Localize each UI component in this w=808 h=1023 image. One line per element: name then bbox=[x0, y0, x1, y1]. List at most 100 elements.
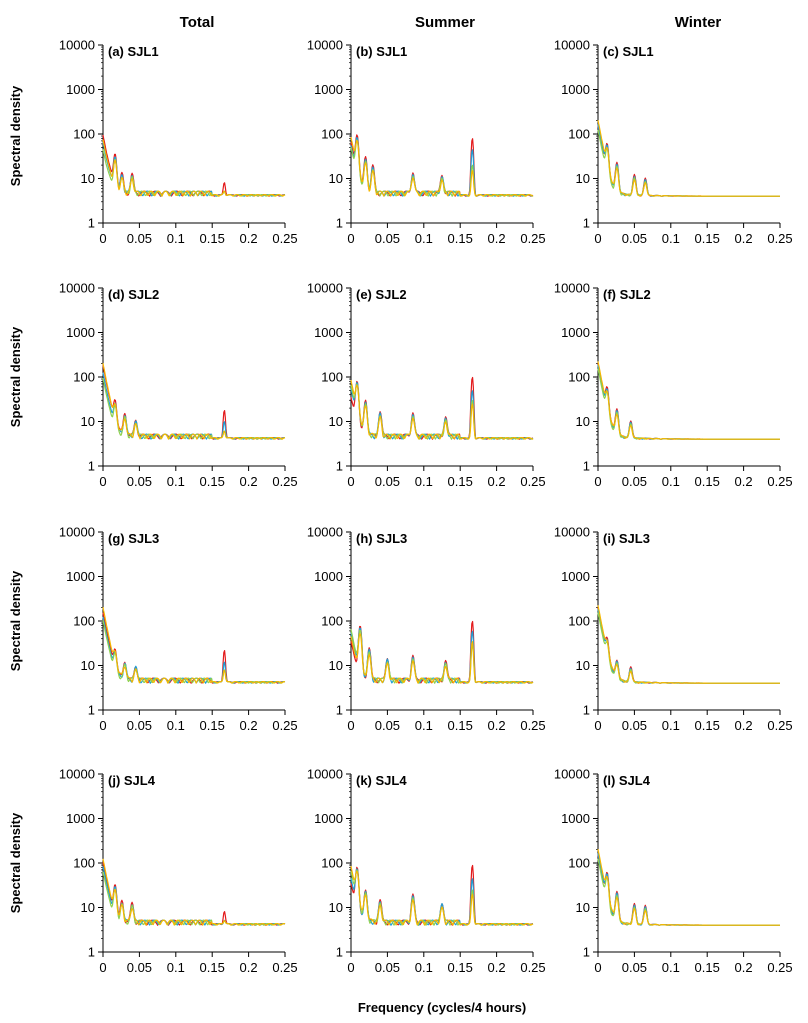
series-line-3 bbox=[350, 139, 534, 197]
series-line-2 bbox=[102, 372, 285, 440]
y-tick-label: 1 bbox=[336, 216, 343, 231]
y-tick-label: 1000 bbox=[561, 569, 590, 584]
y-tick-label: 100 bbox=[73, 614, 95, 629]
series-line-4 bbox=[102, 139, 286, 197]
x-tick-label: 0.1 bbox=[167, 718, 185, 733]
series-line-3 bbox=[597, 368, 780, 440]
y-axis-title: Spectral density bbox=[8, 812, 23, 913]
panel-10: 1 10 100 1000 10000 0 0.05 0.1 0.15 0.2 0.25 (j) SJ… bbox=[59, 767, 298, 976]
panel-6: 1 10 100 1000 10000 0 0.05 0.1 0.15 0.2 0.25 (f) SJ… bbox=[554, 281, 793, 490]
panel-11: 1 10 100 1000 10000 0 0.05 0.1 0.15 0.2 0.25 (k) SJ… bbox=[307, 767, 546, 976]
x-tick-label: 0.2 bbox=[240, 718, 258, 733]
x-tick-label: 0 bbox=[347, 718, 354, 733]
x-tick-label: 0.25 bbox=[272, 231, 297, 246]
panel-2: 1 10 100 1000 10000 0 0.05 0.1 0.15 0.2 0.25 (b) SJ… bbox=[307, 38, 546, 247]
series-line-1 bbox=[350, 134, 534, 197]
series-line-2 bbox=[350, 381, 534, 440]
x-tick-label: 0 bbox=[99, 718, 106, 733]
x-tick-label: 0.2 bbox=[735, 474, 753, 489]
x-tick-label: 0.25 bbox=[767, 960, 792, 975]
x-tick-label: 0.1 bbox=[415, 231, 433, 246]
x-tick-label: 0.1 bbox=[167, 474, 185, 489]
y-tick-label: 1000 bbox=[66, 82, 95, 97]
series-line-3 bbox=[350, 383, 534, 440]
x-tick-label: 0.25 bbox=[272, 474, 297, 489]
series-line-4 bbox=[102, 363, 286, 440]
y-tick-label: 100 bbox=[568, 370, 590, 385]
y-tick-label: 10 bbox=[329, 414, 343, 429]
y-tick-label: 100 bbox=[568, 614, 590, 629]
x-tick-label: 0.25 bbox=[520, 960, 545, 975]
x-tick-label: 0.15 bbox=[695, 960, 720, 975]
x-tick-label: 0.15 bbox=[695, 474, 720, 489]
series-line-4 bbox=[102, 858, 285, 926]
x-tick-label: 0.2 bbox=[488, 474, 506, 489]
x-tick-label: 0.1 bbox=[167, 231, 185, 246]
y-tick-label: 1000 bbox=[561, 325, 590, 340]
x-tick-label: 0.05 bbox=[622, 231, 647, 246]
x-tick-label: 0.15 bbox=[200, 960, 225, 975]
x-tick-label: 0.1 bbox=[662, 718, 680, 733]
series-line-2 bbox=[350, 136, 534, 197]
series-line-1 bbox=[597, 125, 780, 197]
y-tick-label: 1 bbox=[583, 703, 590, 718]
x-tick-label: 0 bbox=[99, 231, 106, 246]
y-tick-label: 100 bbox=[321, 614, 343, 629]
y-tick-label: 10000 bbox=[307, 767, 343, 782]
x-tick-label: 0.05 bbox=[622, 960, 647, 975]
series-line-3 bbox=[350, 629, 534, 684]
series-line-1 bbox=[350, 620, 534, 684]
series-line-4 bbox=[102, 607, 286, 684]
y-tick-label: 10 bbox=[576, 171, 590, 186]
y-tick-label: 10 bbox=[81, 171, 95, 186]
x-tick-label: 0.05 bbox=[375, 231, 400, 246]
x-tick-label: 0.15 bbox=[200, 231, 225, 246]
series-line-3 bbox=[597, 612, 780, 684]
y-tick-label: 10 bbox=[329, 658, 343, 673]
series-line-3 bbox=[597, 129, 780, 197]
y-tick-label: 10000 bbox=[554, 38, 590, 53]
panel-5: 1 10 100 1000 10000 0 0.05 0.1 0.15 0.2 0.25 (e) SJ… bbox=[307, 281, 546, 490]
x-tick-label: 0.1 bbox=[415, 474, 433, 489]
x-tick-label: 0.05 bbox=[375, 474, 400, 489]
y-tick-label: 1 bbox=[88, 945, 95, 960]
panel-label: (k) SJL4 bbox=[356, 773, 407, 788]
x-tick-label: 0 bbox=[347, 474, 354, 489]
y-tick-label: 10000 bbox=[554, 281, 590, 296]
x-tick-label: 0 bbox=[347, 231, 354, 246]
series-line-4 bbox=[597, 120, 780, 197]
y-tick-label: 10 bbox=[576, 414, 590, 429]
x-tick-label: 0.25 bbox=[767, 718, 792, 733]
panel-4: 1 10 100 1000 10000 0 0.05 0.1 0.15 0.2 0.25 (d) SJ… bbox=[59, 281, 298, 490]
y-tick-label: 10 bbox=[576, 658, 590, 673]
series-line-2 bbox=[102, 616, 286, 684]
series-line-2 bbox=[597, 364, 780, 440]
x-tick-label: 0.15 bbox=[448, 718, 473, 733]
y-tick-label: 100 bbox=[321, 370, 343, 385]
x-tick-label: 0.05 bbox=[127, 231, 152, 246]
y-tick-label: 1 bbox=[336, 459, 343, 474]
x-tick-label: 0.25 bbox=[272, 960, 297, 975]
x-tick-label: 0.15 bbox=[695, 718, 720, 733]
series-line-1 bbox=[597, 606, 780, 684]
x-tick-label: 0.25 bbox=[767, 474, 792, 489]
y-tick-label: 100 bbox=[568, 856, 590, 871]
column-title-summer: Summer bbox=[415, 14, 475, 31]
x-tick-label: 0.2 bbox=[488, 718, 506, 733]
series-line-1 bbox=[102, 612, 286, 684]
x-tick-label: 0.1 bbox=[167, 960, 185, 975]
y-tick-label: 10 bbox=[81, 414, 95, 429]
x-tick-label: 0.25 bbox=[272, 718, 297, 733]
series-line-2 bbox=[597, 124, 780, 197]
x-tick-label: 0.2 bbox=[735, 231, 753, 246]
series-line-4 bbox=[350, 379, 534, 440]
x-tick-label: 0.2 bbox=[488, 231, 506, 246]
y-tick-label: 1000 bbox=[561, 82, 590, 97]
x-tick-label: 0.25 bbox=[767, 231, 792, 246]
column-titles: Total Summer Winter bbox=[180, 14, 722, 31]
series-line-3 bbox=[350, 869, 534, 926]
x-tick-label: 0.1 bbox=[662, 474, 680, 489]
series-line-1 bbox=[597, 854, 780, 926]
